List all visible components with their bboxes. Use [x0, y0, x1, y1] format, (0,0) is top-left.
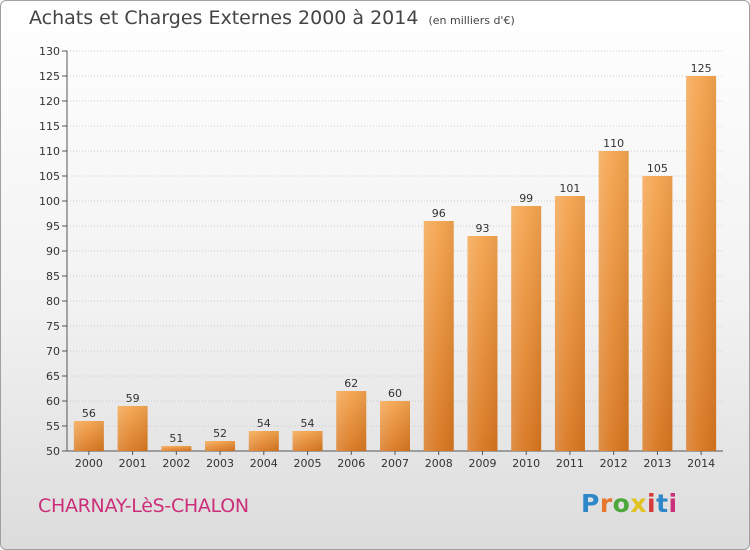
logo-letter: r: [599, 489, 613, 518]
value-label: 96: [432, 207, 446, 220]
bar-shine: [117, 406, 148, 451]
value-label: 52: [213, 427, 227, 440]
x-tick-label: 2003: [206, 457, 234, 470]
x-tick-label: 2007: [381, 457, 409, 470]
bar-shine: [686, 76, 717, 451]
bar-shine: [511, 206, 542, 451]
value-label: 59: [126, 392, 140, 405]
bar-shine: [205, 441, 236, 451]
chart-unit-note: (en milliers d'€): [428, 14, 515, 27]
bar-shine: [73, 421, 104, 451]
y-tick-label: 110: [39, 145, 60, 158]
y-tick-label: 100: [39, 195, 60, 208]
value-label: 54: [257, 417, 271, 430]
bar-shine: [554, 196, 585, 451]
chart-title-text: Achats et Charges Externes 2000 à 2014: [29, 7, 419, 29]
bar-shine: [248, 431, 279, 451]
value-label: 62: [344, 377, 358, 390]
x-tick-label: 2010: [512, 457, 540, 470]
value-label: 93: [475, 222, 489, 235]
y-tick-label: 130: [39, 45, 60, 58]
y-tick-label: 60: [46, 395, 60, 408]
value-labels: 56 59 51 52 54 54 62 60 96 93 99 101 110 105 125: [82, 62, 712, 445]
chart-title: Achats et Charges Externes 2000 à 2014 (e…: [29, 7, 515, 29]
value-label: 105: [647, 162, 668, 175]
y-tick-label: 85: [46, 270, 60, 283]
bar-shine: [423, 221, 454, 451]
y-tick-label: 70: [46, 345, 60, 358]
city-name: CHARNAY-LèS-CHALON: [38, 495, 249, 517]
logo-letter: P: [581, 489, 600, 518]
logo-letter: i: [668, 489, 678, 518]
value-label: 101: [559, 182, 580, 195]
value-label: 51: [169, 432, 183, 445]
x-tick-label: 2009: [468, 457, 496, 470]
value-label: 60: [388, 387, 402, 400]
logo-letter: o: [612, 489, 631, 518]
value-label: 56: [82, 407, 96, 420]
x-tick-label: 2004: [250, 457, 278, 470]
x-tick-label: 2005: [294, 457, 322, 470]
logo-letter: i: [647, 489, 657, 518]
x-tick-label: 2000: [75, 457, 103, 470]
y-tick-label: 105: [39, 170, 60, 183]
y-tick-label: 90: [46, 245, 60, 258]
y-tick-label: 50: [46, 445, 60, 458]
value-label: 125: [691, 62, 712, 75]
logo-letter: t: [656, 489, 669, 518]
x-tick-label: 2013: [643, 457, 671, 470]
x-tick-label: 2001: [119, 457, 147, 470]
x-tick-label: 2012: [600, 457, 628, 470]
value-label: 54: [301, 417, 315, 430]
value-label: 110: [603, 137, 624, 150]
logo-letter: x: [630, 489, 647, 518]
x-tick-label: 2006: [337, 457, 365, 470]
y-tick-label: 65: [46, 370, 60, 383]
bar-shine: [642, 176, 673, 451]
bar-shine: [292, 431, 323, 451]
bar-shine: [598, 151, 629, 451]
proxiti-logo[interactable]: Proxiti: [581, 489, 678, 518]
y-tick-label: 75: [46, 320, 60, 333]
bar-shine: [336, 391, 367, 451]
value-label: 99: [519, 192, 533, 205]
bar-shine: [161, 446, 192, 451]
bar-shine: [380, 401, 410, 451]
bar-shine: [467, 236, 498, 451]
y-tick-label: 115: [39, 120, 60, 133]
x-tick-label: 2011: [556, 457, 584, 470]
y-tick-label: 80: [46, 295, 60, 308]
x-tick-label: 2002: [162, 457, 190, 470]
x-tick-label: 2008: [425, 457, 453, 470]
y-tick-label: 55: [46, 420, 60, 433]
y-tick-label: 95: [46, 220, 60, 233]
y-tick-label: 125: [39, 70, 60, 83]
bars: [73, 76, 717, 451]
x-tick-label: 2014: [687, 457, 715, 470]
y-tick-label: 120: [39, 95, 60, 108]
